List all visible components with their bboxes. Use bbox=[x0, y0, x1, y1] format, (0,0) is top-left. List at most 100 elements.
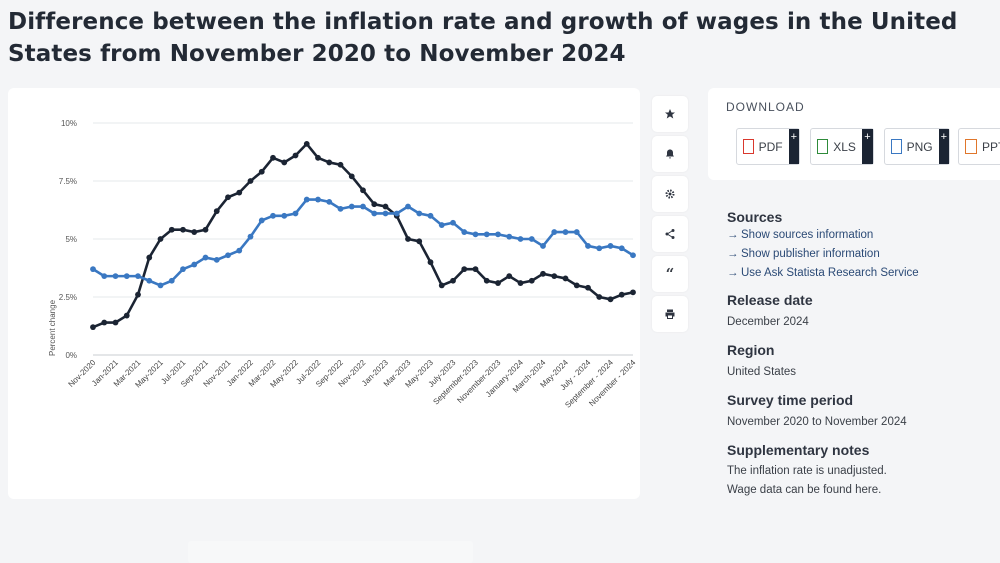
data-point[interactable] bbox=[416, 210, 423, 217]
data-point[interactable] bbox=[112, 273, 119, 280]
data-point[interactable] bbox=[157, 282, 164, 289]
data-point[interactable] bbox=[483, 231, 490, 238]
data-point[interactable] bbox=[213, 256, 220, 263]
data-point[interactable] bbox=[281, 212, 288, 219]
show-publisher-link[interactable]: → Show publisher information bbox=[727, 245, 997, 264]
data-point[interactable] bbox=[213, 208, 220, 215]
data-point[interactable] bbox=[202, 226, 209, 233]
print-icon[interactable] bbox=[652, 296, 688, 332]
data-point[interactable] bbox=[315, 196, 321, 203]
data-point[interactable] bbox=[540, 270, 546, 277]
data-point[interactable] bbox=[135, 273, 141, 280]
data-point[interactable] bbox=[180, 226, 186, 233]
data-point[interactable] bbox=[495, 231, 501, 238]
download-pdf-button[interactable]: PDF + bbox=[736, 128, 800, 165]
data-point[interactable] bbox=[573, 229, 580, 235]
data-point[interactable] bbox=[438, 222, 445, 228]
data-point[interactable] bbox=[146, 254, 153, 261]
data-point[interactable] bbox=[247, 178, 254, 184]
data-point[interactable] bbox=[450, 219, 456, 226]
data-point[interactable] bbox=[348, 203, 355, 210]
data-point[interactable] bbox=[270, 212, 276, 219]
download-xls-button[interactable]: XLS + bbox=[810, 128, 874, 165]
data-point[interactable] bbox=[123, 312, 130, 319]
data-point[interactable] bbox=[405, 203, 411, 210]
data-point[interactable] bbox=[90, 324, 96, 331]
data-point[interactable] bbox=[630, 252, 636, 259]
data-point[interactable] bbox=[157, 236, 164, 242]
data-point[interactable] bbox=[360, 203, 366, 210]
quote-icon[interactable]: “ bbox=[652, 256, 688, 292]
data-point[interactable] bbox=[168, 277, 175, 284]
data-point[interactable] bbox=[202, 254, 209, 261]
data-point[interactable] bbox=[427, 259, 434, 266]
data-point[interactable] bbox=[101, 319, 108, 326]
data-point[interactable] bbox=[191, 229, 198, 235]
data-point[interactable] bbox=[461, 229, 468, 235]
data-point[interactable] bbox=[618, 291, 625, 298]
data-point[interactable] bbox=[562, 229, 569, 235]
data-point[interactable] bbox=[247, 233, 254, 240]
data-point[interactable] bbox=[337, 161, 344, 168]
data-point[interactable] bbox=[427, 212, 434, 219]
star-icon[interactable] bbox=[652, 96, 688, 132]
data-point[interactable] bbox=[371, 210, 378, 217]
data-point[interactable] bbox=[506, 233, 513, 240]
data-point[interactable] bbox=[573, 282, 580, 289]
data-point[interactable] bbox=[225, 194, 231, 201]
data-point[interactable] bbox=[281, 159, 288, 166]
data-point[interactable] bbox=[326, 198, 333, 205]
data-point[interactable] bbox=[382, 210, 389, 217]
data-point[interactable] bbox=[416, 238, 423, 245]
data-point[interactable] bbox=[483, 277, 490, 284]
data-point[interactable] bbox=[382, 203, 389, 210]
data-point[interactable] bbox=[517, 236, 524, 242]
data-point[interactable] bbox=[360, 187, 366, 194]
data-point[interactable] bbox=[528, 236, 535, 242]
data-point[interactable] bbox=[472, 266, 479, 273]
data-point[interactable] bbox=[135, 291, 141, 298]
data-point[interactable] bbox=[270, 154, 276, 161]
data-point[interactable] bbox=[393, 210, 400, 217]
data-point[interactable] bbox=[225, 252, 231, 259]
data-point[interactable] bbox=[258, 168, 265, 175]
data-point[interactable] bbox=[618, 245, 625, 252]
data-point[interactable] bbox=[168, 226, 175, 233]
data-point[interactable] bbox=[258, 217, 265, 224]
data-point[interactable] bbox=[337, 205, 344, 212]
data-point[interactable] bbox=[551, 229, 558, 235]
data-point[interactable] bbox=[596, 245, 603, 252]
data-point[interactable] bbox=[585, 243, 591, 249]
data-point[interactable] bbox=[461, 266, 468, 273]
data-point[interactable] bbox=[450, 277, 456, 284]
data-point[interactable] bbox=[438, 282, 445, 289]
data-point[interactable] bbox=[303, 196, 310, 203]
data-point[interactable] bbox=[180, 266, 186, 273]
data-point[interactable] bbox=[112, 319, 119, 326]
data-point[interactable] bbox=[292, 210, 299, 217]
data-point[interactable] bbox=[472, 231, 479, 238]
data-point[interactable] bbox=[562, 275, 569, 282]
data-point[interactable] bbox=[326, 159, 333, 166]
data-point[interactable] bbox=[630, 289, 636, 296]
data-point[interactable] bbox=[596, 294, 603, 300]
data-point[interactable] bbox=[123, 273, 130, 280]
data-point[interactable] bbox=[540, 243, 546, 249]
ask-statista-link[interactable]: → Use Ask Statista Research Service bbox=[727, 264, 997, 283]
data-point[interactable] bbox=[292, 152, 299, 159]
download-ppt-button[interactable]: PPT bbox=[958, 128, 1000, 165]
data-point[interactable] bbox=[303, 140, 310, 147]
data-point[interactable] bbox=[146, 277, 153, 284]
download-png-button[interactable]: PNG + bbox=[884, 128, 950, 165]
data-point[interactable] bbox=[528, 277, 535, 284]
data-point[interactable] bbox=[607, 243, 614, 249]
data-point[interactable] bbox=[191, 261, 198, 268]
data-point[interactable] bbox=[405, 236, 411, 242]
data-point[interactable] bbox=[517, 280, 524, 286]
bell-icon[interactable] bbox=[652, 136, 688, 172]
share-icon[interactable] bbox=[652, 216, 688, 252]
data-point[interactable] bbox=[585, 284, 591, 291]
data-point[interactable] bbox=[551, 273, 558, 280]
data-point[interactable] bbox=[236, 189, 243, 196]
data-point[interactable] bbox=[101, 273, 108, 280]
